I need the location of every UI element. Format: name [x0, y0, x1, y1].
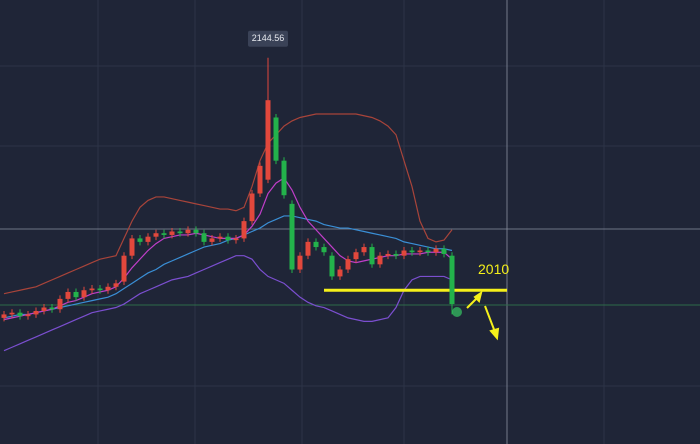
- plot: 2010 2144.56: [1, 30, 509, 352]
- candle-body: [81, 290, 87, 298]
- candle-body: [129, 238, 135, 256]
- candle-body: [305, 241, 311, 256]
- candle-body: [241, 221, 247, 239]
- candle-body: [449, 255, 455, 305]
- candle-body: [329, 255, 335, 277]
- candle-body: [97, 288, 103, 291]
- support-label: 2010: [478, 261, 509, 277]
- candle-body: [233, 238, 239, 241]
- candle-body: [145, 236, 151, 242]
- candle-body: [9, 312, 15, 315]
- candle-body: [185, 229, 191, 234]
- candle-body: [153, 233, 159, 237]
- candle-body: [321, 247, 327, 253]
- indicator-line: [3, 177, 453, 321]
- candle-body: [393, 253, 399, 256]
- candle-body: [337, 269, 343, 277]
- candle-body: [257, 165, 263, 194]
- candle-body: [1, 314, 7, 318]
- candle-body: [169, 231, 175, 235]
- candle-body: [417, 250, 423, 253]
- arrows: [466, 290, 500, 341]
- candle-body: [225, 236, 231, 241]
- candle-body: [353, 252, 359, 260]
- high-label-box: [248, 30, 288, 47]
- candle-body: [105, 286, 111, 291]
- candle-body: [281, 160, 287, 196]
- candle-body: [201, 233, 207, 242]
- candle-body: [137, 238, 143, 242]
- candle-body: [377, 255, 383, 265]
- candle-body: [369, 247, 375, 265]
- candle-body: [433, 248, 439, 253]
- candle-body: [57, 298, 63, 310]
- candle-body: [121, 255, 127, 282]
- candle-body: [113, 283, 119, 287]
- candle-body: [401, 250, 407, 256]
- candle-body: [361, 247, 367, 253]
- candle-body: [345, 259, 351, 270]
- candle-body: [217, 236, 223, 239]
- candle-body: [313, 241, 319, 248]
- indicator-line: [3, 113, 453, 295]
- candle-body: [161, 233, 167, 235]
- candle-body: [385, 253, 391, 256]
- candle-body: [273, 117, 279, 161]
- glow: [452, 307, 462, 317]
- candle-body: [425, 250, 431, 253]
- indicator-line: [3, 255, 453, 352]
- candle-body: [409, 250, 415, 253]
- candle-body: [177, 231, 183, 234]
- indicator-line: [3, 215, 453, 319]
- candle-body: [289, 203, 295, 270]
- candle-body: [297, 255, 303, 270]
- candle-body: [441, 248, 447, 254]
- candle-body: [265, 100, 271, 180]
- candle-body: [193, 229, 199, 234]
- candle-body: [65, 291, 71, 299]
- candle-body: [33, 310, 39, 315]
- candle-body: [49, 307, 55, 310]
- candle-body: [25, 314, 31, 317]
- candle-body: [73, 291, 79, 298]
- candle-body: [17, 312, 23, 317]
- candle-body: [89, 288, 95, 291]
- candle-body: [249, 193, 255, 222]
- candle-body: [41, 307, 47, 311]
- candle-body: [209, 238, 215, 242]
- high-label: 2144.56: [252, 33, 285, 43]
